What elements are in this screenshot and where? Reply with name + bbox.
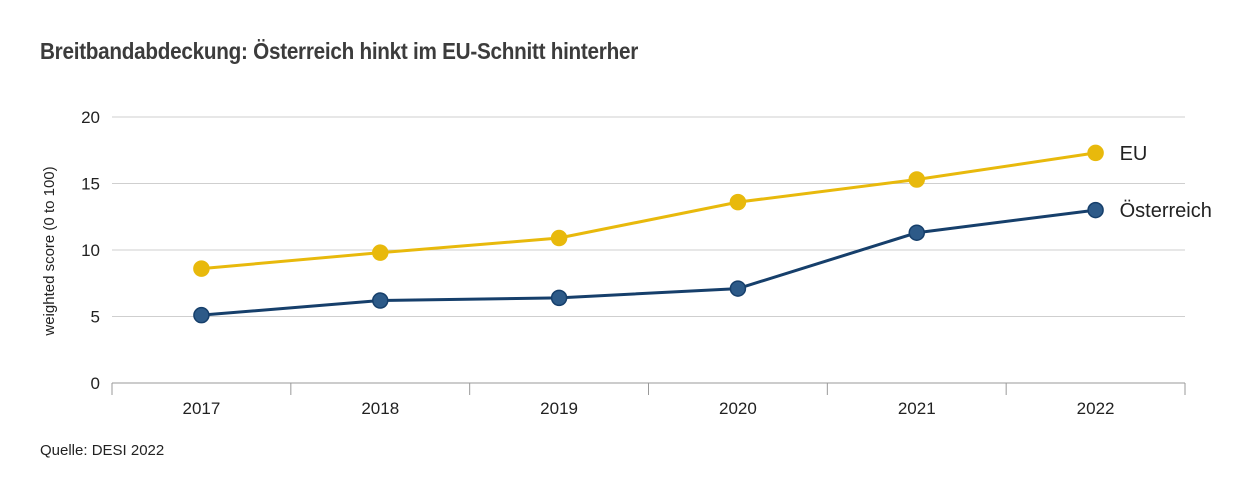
- data-point: [908, 171, 925, 188]
- data-point: [550, 229, 568, 247]
- x-tick-label: 2020: [719, 399, 757, 418]
- y-axis-tick-labels: 0 5 10 15 20: [81, 108, 100, 393]
- data-point: [908, 224, 925, 241]
- x-tick-label: 2019: [540, 399, 578, 418]
- x-tick-label: 2021: [898, 399, 936, 418]
- x-tick-label: 2017: [183, 399, 221, 418]
- data-point: [729, 280, 747, 297]
- data-point: [193, 260, 210, 277]
- grid-lines: [112, 116, 1185, 317]
- data-point: [1087, 201, 1104, 219]
- y-axis-label: weighted score (0 to 100): [41, 166, 58, 336]
- y-tick-label: 5: [91, 308, 100, 327]
- series-eu: EU: [193, 143, 1148, 277]
- source-note: Quelle: DESI 2022: [40, 442, 165, 459]
- chart-title: Breitbandabdeckung: Österreich hinkt im …: [40, 38, 638, 64]
- series-line: [201, 151, 1096, 271]
- y-tick-label: 15: [81, 175, 100, 194]
- series-oesterreich: Österreich: [193, 200, 1212, 324]
- series-label: Österreich: [1120, 200, 1212, 222]
- x-tick-label: 2022: [1077, 399, 1115, 418]
- series-label: EU: [1120, 143, 1148, 165]
- y-tick-label: 20: [81, 108, 100, 127]
- data-point: [1087, 144, 1104, 162]
- x-axis-tick-labels: 2017 2018 2019 2020 2021 2022: [183, 399, 1115, 418]
- series-lines: EU Österreich: [193, 143, 1212, 324]
- data-point: [729, 193, 747, 211]
- data-point: [372, 292, 389, 309]
- data-point: [550, 289, 568, 307]
- y-tick-label: 10: [81, 241, 100, 260]
- series-line: [201, 208, 1096, 317]
- data-point: [372, 244, 389, 261]
- y-tick-label: 0: [91, 374, 100, 393]
- x-tick-label: 2018: [361, 399, 399, 418]
- x-axis: [111, 382, 1186, 395]
- data-point: [193, 306, 210, 324]
